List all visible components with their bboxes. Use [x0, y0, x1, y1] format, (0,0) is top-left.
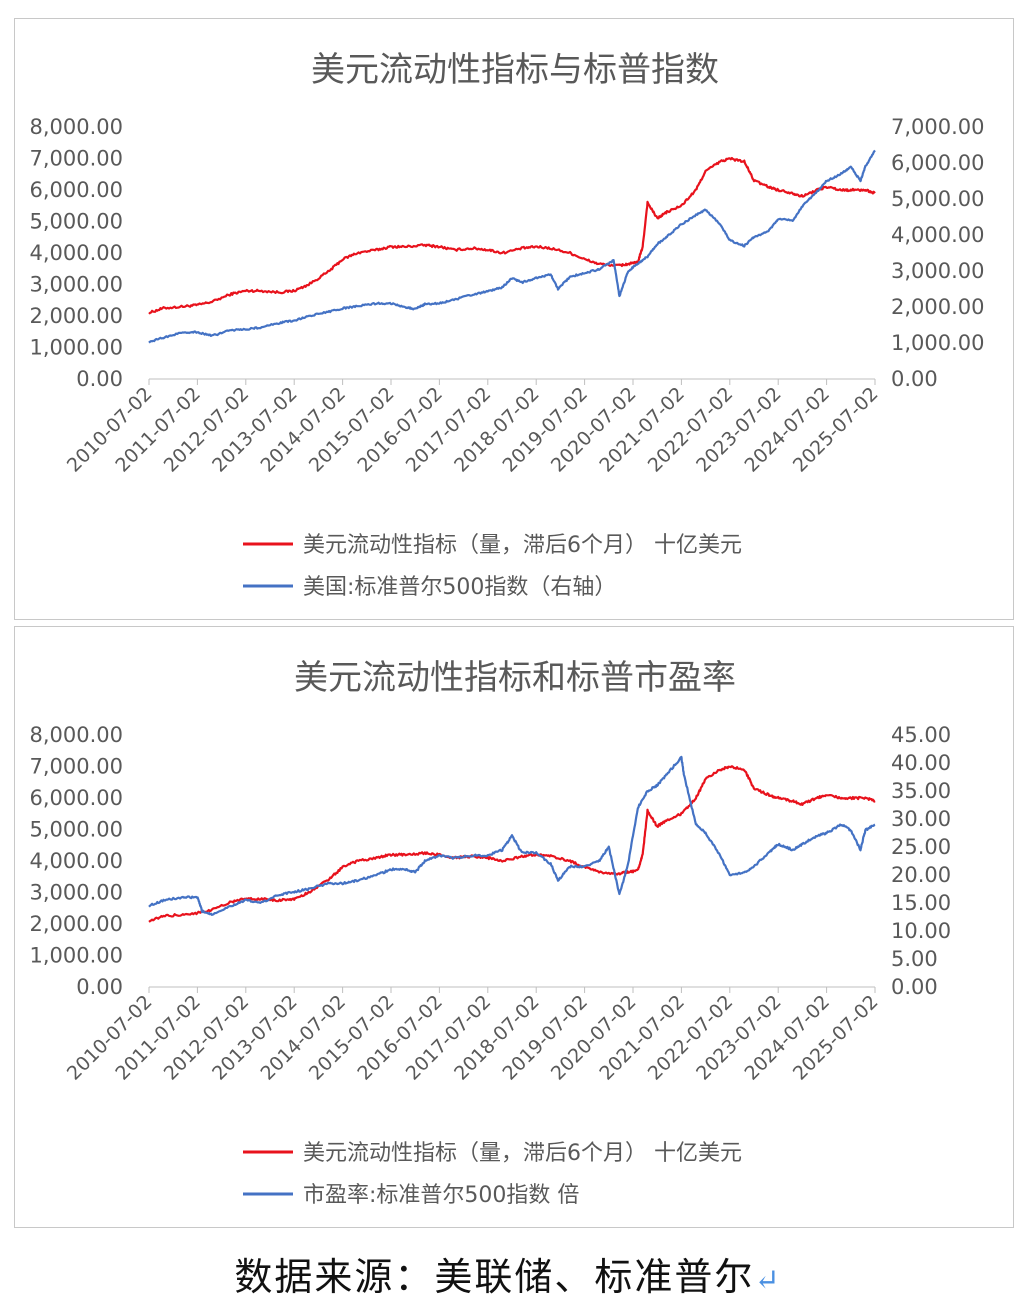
- left-tick-label: 2,000.00: [29, 304, 123, 328]
- chart-2: 美元流动性指标和标普市盈率 0.00 1,000.00 2,000.00 3,000.0…: [29, 658, 951, 1208]
- left-tick-label: 8,000.00: [29, 115, 123, 139]
- right-tick-label: 0.00: [891, 975, 938, 999]
- right-tick-label: 6,000.00: [891, 151, 985, 175]
- left-tick-label: 1,000.00: [29, 944, 123, 968]
- left-tick-label: 7,000.00: [29, 755, 123, 779]
- right-tick-label: 40.00: [891, 751, 951, 775]
- left-tick-label: 1,000.00: [29, 336, 123, 360]
- liquidity-series-line: [148, 156, 876, 315]
- right-tick-label: 35.00: [891, 779, 951, 803]
- left-tick-label: 0.00: [76, 367, 123, 391]
- right-tick-label: 7,000.00: [891, 115, 985, 139]
- chart-panel-2: 美元流动性指标和标普市盈率 0.00 1,000.00 2,000.00 3,000.0…: [14, 626, 1014, 1228]
- source-note: 数据来源：美联储、标准普尔↵: [0, 1246, 1016, 1301]
- left-tick-label: 4,000.00: [29, 849, 123, 873]
- left-tick-label: 5,000.00: [29, 210, 123, 234]
- legend-label: 美国:标准普尔500指数（右轴）: [303, 575, 616, 600]
- right-tick-label: 1,000.00: [891, 331, 985, 355]
- right-tick-label: 20.00: [891, 863, 951, 887]
- sp500-series-line: [148, 149, 876, 344]
- legend-label: 美元流动性指标（量，滞后6个月） 十亿美元: [303, 1141, 742, 1166]
- right-tick-label: 45.00: [891, 723, 951, 747]
- right-tick-label: 2,000.00: [891, 295, 985, 319]
- left-tick-label: 3,000.00: [29, 881, 123, 905]
- right-tick-label: 5,000.00: [891, 187, 985, 211]
- left-tick-label: 6,000.00: [29, 786, 123, 810]
- left-tick-label: 6,000.00: [29, 178, 123, 202]
- source-text: 数据来源：美联储、标准普尔: [234, 1255, 755, 1299]
- right-tick-label: 3,000.00: [891, 259, 985, 283]
- x-tick-label: 2025-07-02: [789, 383, 883, 477]
- return-icon: ↵: [754, 1263, 782, 1298]
- left-tick-label: 2,000.00: [29, 912, 123, 936]
- chart-title: 美元流动性指标和标普市盈率: [294, 658, 736, 698]
- chart-title: 美元流动性指标与标普指数: [311, 50, 719, 90]
- right-tick-label: 15.00: [891, 891, 951, 915]
- right-tick-label: 30.00: [891, 807, 951, 831]
- right-tick-label: 0.00: [891, 367, 938, 391]
- left-tick-label: 5,000.00: [29, 818, 123, 842]
- left-tick-label: 3,000.00: [29, 273, 123, 297]
- legend-label: 市盈率:标准普尔500指数 倍: [303, 1183, 579, 1208]
- left-tick-label: 8,000.00: [29, 723, 123, 747]
- right-tick-label: 5.00: [891, 947, 938, 971]
- liquidity-series-line: [148, 765, 876, 923]
- legend-label: 美元流动性指标（量，滞后6个月） 十亿美元: [303, 533, 742, 558]
- right-tick-label: 10.00: [891, 919, 951, 943]
- x-tick-label: 2025-07-02: [789, 991, 883, 1085]
- left-tick-label: 0.00: [76, 975, 123, 999]
- right-tick-label: 25.00: [891, 835, 951, 859]
- left-tick-label: 4,000.00: [29, 241, 123, 265]
- chart-1: 美元流动性指标与标普指数 0.00 1,000.00 2,000.00 3,000.00…: [29, 50, 985, 600]
- chart-panel-1: 美元流动性指标与标普指数 0.00 1,000.00 2,000.00 3,000.00…: [14, 18, 1014, 620]
- right-tick-label: 4,000.00: [891, 223, 985, 247]
- sp500-series-line: [148, 755, 876, 916]
- left-tick-label: 7,000.00: [29, 147, 123, 171]
